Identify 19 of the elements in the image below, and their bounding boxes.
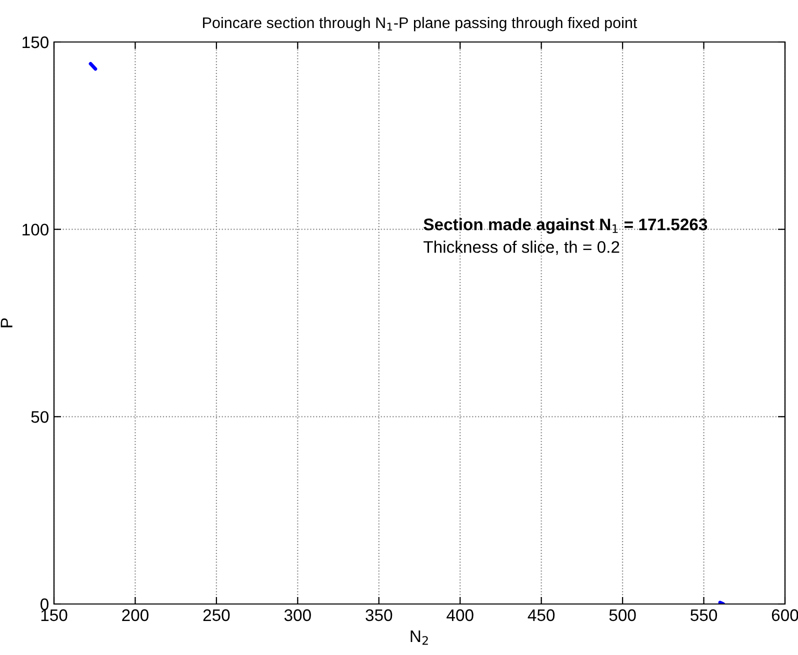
x-tick-label: 150: [41, 609, 68, 622]
x-tick-label: 250: [203, 609, 230, 622]
annotation: Thickness of slice, th = 0.2: [424, 240, 620, 255]
y-axis-title: P: [0, 318, 12, 328]
chart-title: Poincare section through N$_{1}$-P plane passing through fixed point: [203, 16, 638, 32]
y-tick-label: 150: [22, 36, 48, 48]
x-tick-label: 350: [366, 609, 392, 622]
x-tick-label: 500: [609, 609, 636, 622]
x-tick-label: 200: [122, 609, 148, 622]
x-tick-label: 400: [446, 609, 474, 622]
x-tick-label: 550: [690, 609, 718, 622]
y-tick-label: 100: [22, 224, 48, 236]
x-axis-title: N$_{2}$: [410, 630, 428, 645]
annotation: Section made against N$_{1}$ = 171.5263: [424, 218, 708, 234]
x-tick-label: 600: [772, 609, 798, 622]
x-tick-label: 450: [528, 609, 555, 622]
y-tick-label: 0: [40, 598, 48, 610]
y-tick-label: 50: [31, 411, 48, 423]
x-tick-label: 300: [284, 609, 311, 622]
